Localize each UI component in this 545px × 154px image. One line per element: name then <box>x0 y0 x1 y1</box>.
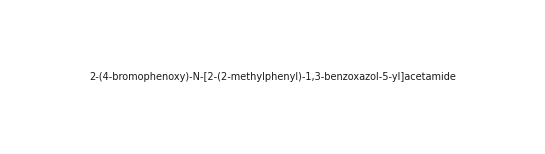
Text: 2-(4-bromophenoxy)-N-[2-(2-methylphenyl)-1,3-benzoxazol-5-yl]acetamide: 2-(4-bromophenoxy)-N-[2-(2-methylphenyl)… <box>89 72 456 82</box>
